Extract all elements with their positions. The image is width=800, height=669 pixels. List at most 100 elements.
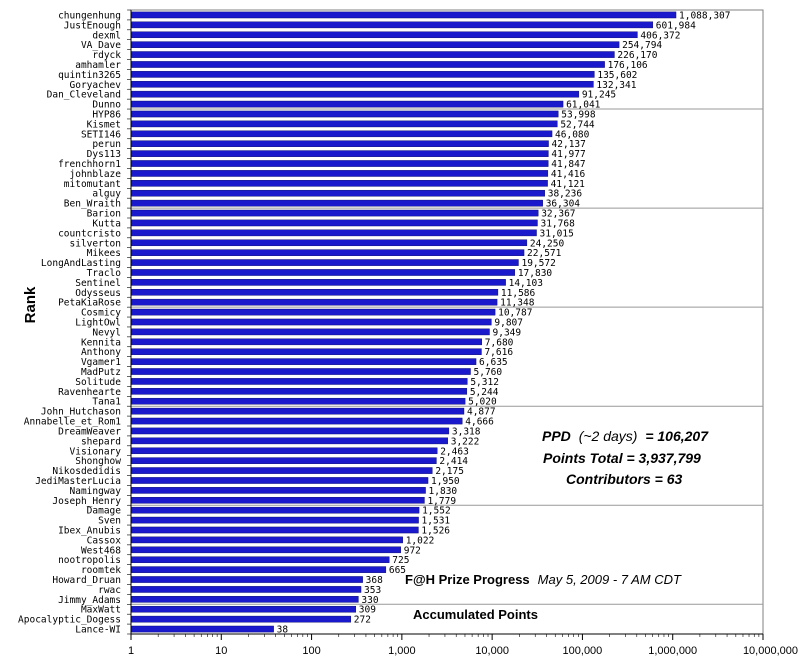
value-label: 5,760 <box>474 367 503 378</box>
value-label: 41,416 <box>551 169 586 180</box>
horizontal-gridlines <box>131 108 763 605</box>
bar <box>130 506 420 514</box>
value-label: 601,984 <box>656 20 696 31</box>
bar <box>130 388 468 395</box>
bar <box>130 586 362 593</box>
category-label: rdyck <box>92 50 121 61</box>
bar <box>130 289 499 296</box>
bar <box>130 279 506 286</box>
bar <box>130 566 387 573</box>
category-label: JustEnough <box>64 20 121 31</box>
category-label: Howard_Druan <box>52 575 121 586</box>
bar <box>130 298 498 306</box>
value-label: 11,586 <box>501 288 536 299</box>
category-label: chungenhung <box>58 10 121 21</box>
category-label: alguy <box>92 189 121 200</box>
bar <box>130 229 537 237</box>
category-label: Kutta <box>92 218 121 229</box>
category-label: Solitude <box>75 377 121 388</box>
value-label: 31,015 <box>540 228 574 239</box>
value-label: 725 <box>392 555 409 566</box>
value-label: 1,531 <box>422 516 451 527</box>
bar <box>130 516 419 524</box>
bar <box>130 140 549 147</box>
category-label: countcristo <box>58 228 121 239</box>
value-label: 41,847 <box>551 159 585 170</box>
category-label: amhamler <box>75 60 121 71</box>
category-label: Goryachev <box>70 80 122 91</box>
value-label: 665 <box>389 565 406 576</box>
value-label: 226,170 <box>617 50 657 61</box>
category-label: Mikees <box>87 248 121 259</box>
bar <box>130 318 492 326</box>
bar <box>130 31 638 39</box>
bar <box>130 368 471 375</box>
bar <box>130 447 438 455</box>
bar <box>130 427 450 435</box>
bar <box>130 407 465 415</box>
bar <box>130 199 543 207</box>
value-label: 3,318 <box>452 426 481 437</box>
bar <box>130 249 525 256</box>
category-label: Apocalyptic_Dogess <box>18 615 121 626</box>
value-label: 1,830 <box>429 486 458 497</box>
value-label: 52,744 <box>560 119 595 130</box>
bar <box>130 358 477 365</box>
value-label: 9,807 <box>494 318 523 329</box>
value-label: 2,414 <box>439 456 468 467</box>
bar <box>130 457 437 464</box>
category-label: frenchhorn1 <box>58 159 121 170</box>
x-tick-label: 10,000 <box>475 645 509 657</box>
value-label: 5,244 <box>470 387 499 398</box>
value-label: 5,312 <box>470 377 499 388</box>
category-label: johnblaze <box>70 169 122 180</box>
bar <box>130 170 549 177</box>
bar <box>130 477 429 484</box>
category-label: MadPutz <box>81 367 121 378</box>
category-label: Nikosdedidis <box>52 466 121 477</box>
category-label: MaxWatt <box>81 605 121 616</box>
value-label: 368 <box>366 575 383 586</box>
value-label: 10,787 <box>498 308 532 319</box>
bar <box>130 219 538 227</box>
bar <box>130 120 558 128</box>
category-label: Joseph_Henry <box>52 496 121 507</box>
value-label: 1,552 <box>422 506 451 517</box>
x-tick-label: 10 <box>215 645 227 657</box>
category-label: Anthony <box>81 347 121 358</box>
ppd-value: = 106,207 <box>645 428 709 444</box>
bar <box>130 51 615 58</box>
value-label: 1,779 <box>427 496 456 507</box>
value-label: 42,137 <box>552 139 586 150</box>
value-label: 31,768 <box>540 218 575 229</box>
progress-title: F@H Prize Progress <box>405 572 530 587</box>
ppd-label: PPD <box>542 428 571 444</box>
bars <box>130 11 677 633</box>
value-label: 41,121 <box>551 179 586 190</box>
bar <box>130 605 357 613</box>
value-label: 9,349 <box>493 327 522 338</box>
value-label: 14,103 <box>509 278 543 289</box>
value-label: 5,020 <box>468 397 497 408</box>
value-label: 1,022 <box>406 535 435 546</box>
bar <box>130 41 620 48</box>
bar <box>130 556 390 563</box>
value-label: 91,245 <box>582 90 616 101</box>
value-label: 61,041 <box>566 100 601 111</box>
bar <box>130 11 677 19</box>
value-label: 135,602 <box>597 70 637 81</box>
value-label: 22,571 <box>527 248 562 259</box>
category-label: Sentinel <box>75 278 121 289</box>
value-label: 2,463 <box>440 446 469 457</box>
category-label: Lance-WI <box>75 625 121 636</box>
y-axis-label: Rank <box>22 286 39 323</box>
value-label: 41,977 <box>551 149 585 160</box>
value-label: 406,372 <box>640 30 680 41</box>
bar <box>130 348 482 355</box>
category-label: Dunno <box>92 100 121 111</box>
bar <box>130 189 545 197</box>
value-label: 4,666 <box>465 417 494 428</box>
bar <box>130 130 553 138</box>
category-label: shepard <box>81 436 121 447</box>
